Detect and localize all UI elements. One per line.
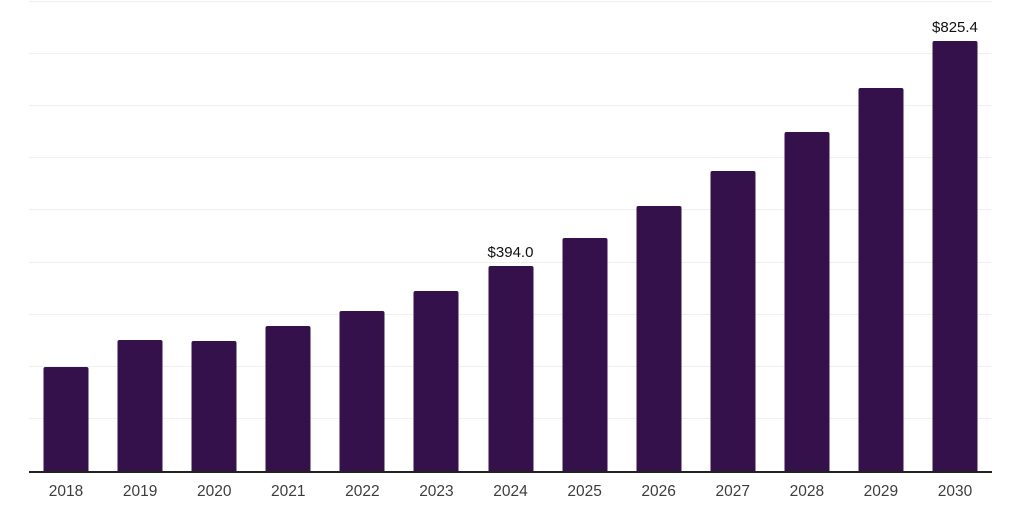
bar-2021 bbox=[265, 325, 311, 471]
bar-slot-2022 bbox=[325, 2, 399, 471]
bar-value-label-2030: $825.4 bbox=[932, 18, 978, 36]
bar-2023 bbox=[413, 290, 459, 471]
plot-area: $394.0 $825.4 bbox=[29, 1, 992, 473]
gridline bbox=[29, 105, 992, 107]
bar-slot-2021 bbox=[251, 2, 325, 471]
bar-slot-2024: $394.0 bbox=[473, 2, 547, 471]
bar-slot-2027 bbox=[696, 2, 770, 471]
x-tick-label-2025: 2025 bbox=[567, 483, 602, 500]
x-tick-label-2020: 2020 bbox=[196, 483, 232, 500]
gridline bbox=[29, 157, 992, 159]
bar-2027 bbox=[710, 171, 756, 471]
bar-slot-2018 bbox=[29, 2, 103, 471]
bar-2024 bbox=[488, 265, 533, 471]
x-tick-label-2018: 2018 bbox=[48, 483, 84, 500]
bar-slot-2025 bbox=[548, 2, 622, 471]
bar-slot-2028 bbox=[770, 2, 844, 471]
bar-slot-2020 bbox=[177, 2, 251, 471]
x-axis-line bbox=[29, 471, 992, 473]
x-tick-label-2019: 2019 bbox=[122, 483, 158, 500]
bar-2026 bbox=[636, 205, 682, 471]
bar-slot-2030: $825.4 bbox=[918, 2, 992, 471]
x-tick-label-2029: 2029 bbox=[863, 483, 899, 500]
bar-slot-2026 bbox=[622, 2, 696, 471]
x-tick-label-2030: 2030 bbox=[937, 483, 973, 500]
gridline bbox=[29, 53, 992, 55]
bar-slot-2029 bbox=[844, 2, 918, 471]
bar-slot-2023 bbox=[399, 2, 473, 471]
x-tick-label-2027: 2027 bbox=[715, 483, 750, 500]
gridline bbox=[29, 1, 992, 2]
bar-value-label-2024: $394.0 bbox=[487, 243, 534, 261]
bar-2020 bbox=[191, 340, 237, 471]
bar-2018 bbox=[43, 366, 89, 471]
bar-2025 bbox=[562, 238, 608, 471]
x-axis-labels: 2018 2019 2020 2021 2022 2023 2024 2025 2026 2027… bbox=[29, 484, 992, 500]
x-tick-label-2028: 2028 bbox=[789, 483, 825, 500]
x-tick-label-2023: 2023 bbox=[419, 483, 454, 500]
bar-2022 bbox=[339, 310, 385, 471]
x-tick-label-2021: 2021 bbox=[271, 483, 306, 500]
gridline bbox=[29, 261, 992, 263]
bars-row: $394.0 $825.4 bbox=[29, 2, 992, 471]
bar-slot-2019 bbox=[103, 2, 177, 471]
x-tick-label-2024: 2024 bbox=[493, 483, 528, 500]
bar-2029 bbox=[858, 87, 904, 471]
bar-2028 bbox=[784, 131, 830, 471]
gridline bbox=[29, 209, 992, 211]
x-tick-label-2026: 2026 bbox=[641, 483, 676, 500]
x-tick-label-2022: 2022 bbox=[345, 483, 380, 500]
bar-2019 bbox=[117, 339, 163, 471]
bar-2030 bbox=[932, 40, 978, 471]
